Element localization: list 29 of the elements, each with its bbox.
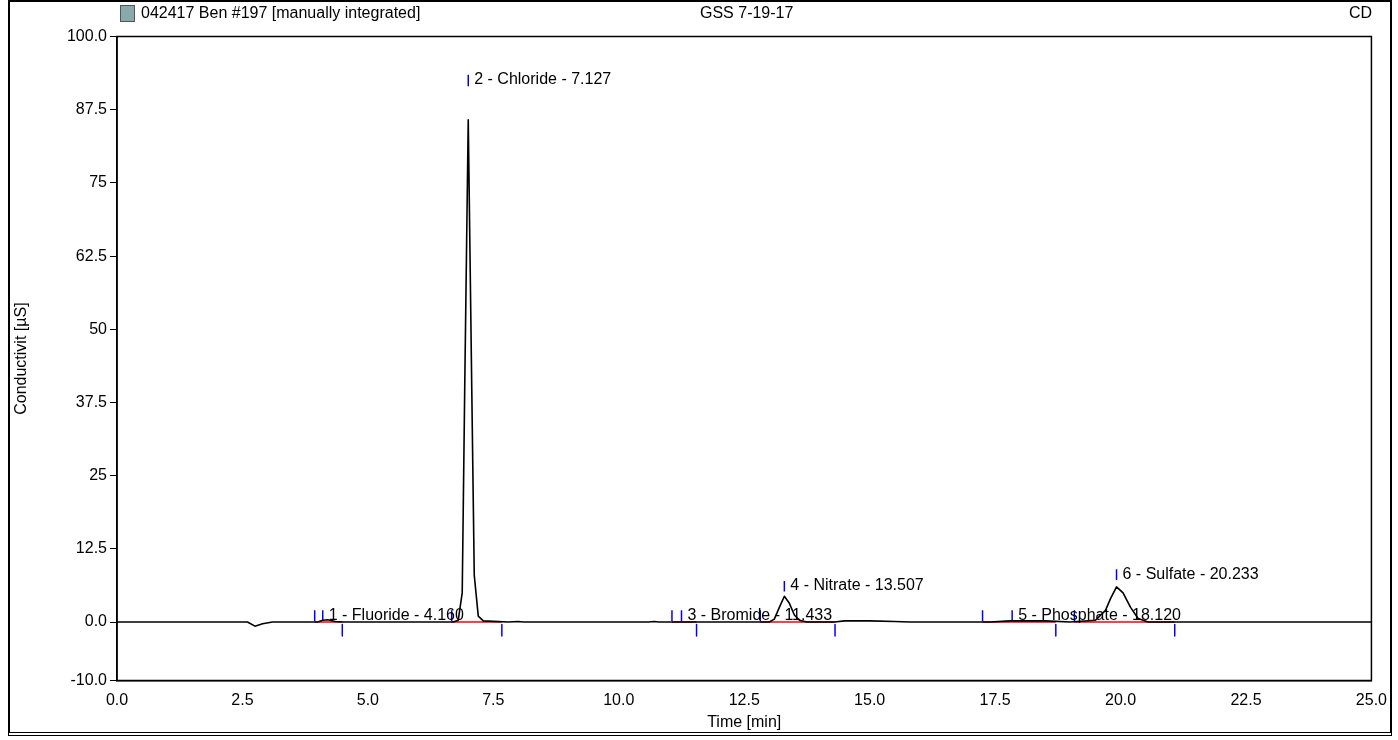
x-tick-label: 2.5 xyxy=(231,690,254,708)
chart-title: 042417 Ben #197 [manually integrated] xyxy=(141,4,421,22)
x-tick-label: 22.5 xyxy=(1230,690,1262,708)
x-tick-label: 7.5 xyxy=(482,690,505,708)
x-tick-label: 0.0 xyxy=(105,690,129,708)
y-tick-label: 37.5 xyxy=(75,392,108,410)
x-tick-label: 10.0 xyxy=(603,690,635,708)
x-tick-label: 5.0 xyxy=(356,690,380,708)
y-tick-label: 0.0 xyxy=(84,612,108,630)
y-tick-label: 25 xyxy=(89,466,108,484)
y-tick-label: -10.0 xyxy=(70,671,108,689)
annotation: 2 - Chloride - 7.127 xyxy=(474,70,612,88)
annotation: 6 - Sulfate - 20.233 xyxy=(1122,564,1259,582)
x-tick-label: 25.0 xyxy=(1355,690,1388,708)
y-axis-title: Conductivit [µS] xyxy=(12,302,30,415)
y-tick-label: 100.0 xyxy=(66,27,108,45)
text: CD xyxy=(1348,4,1372,21)
x-tick-label: 17.5 xyxy=(979,690,1011,708)
chart-subtitle: GSS 7-19-17 xyxy=(700,4,794,22)
y-tick-label: 75 xyxy=(89,173,108,191)
y-tick-label: 50 xyxy=(89,319,108,337)
annotation: 4 - Nitrate - 13.507 xyxy=(790,576,924,594)
y-tick-label: 62.5 xyxy=(75,246,108,264)
x-tick-label: 12.5 xyxy=(728,690,760,708)
y-tick-label: 87.5 xyxy=(75,100,108,118)
x-tick-label: 15.0 xyxy=(854,690,886,708)
y-tick-label: 12.5 xyxy=(75,539,108,557)
x-tick-label: 20.0 xyxy=(1104,690,1137,708)
x-axis-title: Time [min] xyxy=(707,712,782,730)
